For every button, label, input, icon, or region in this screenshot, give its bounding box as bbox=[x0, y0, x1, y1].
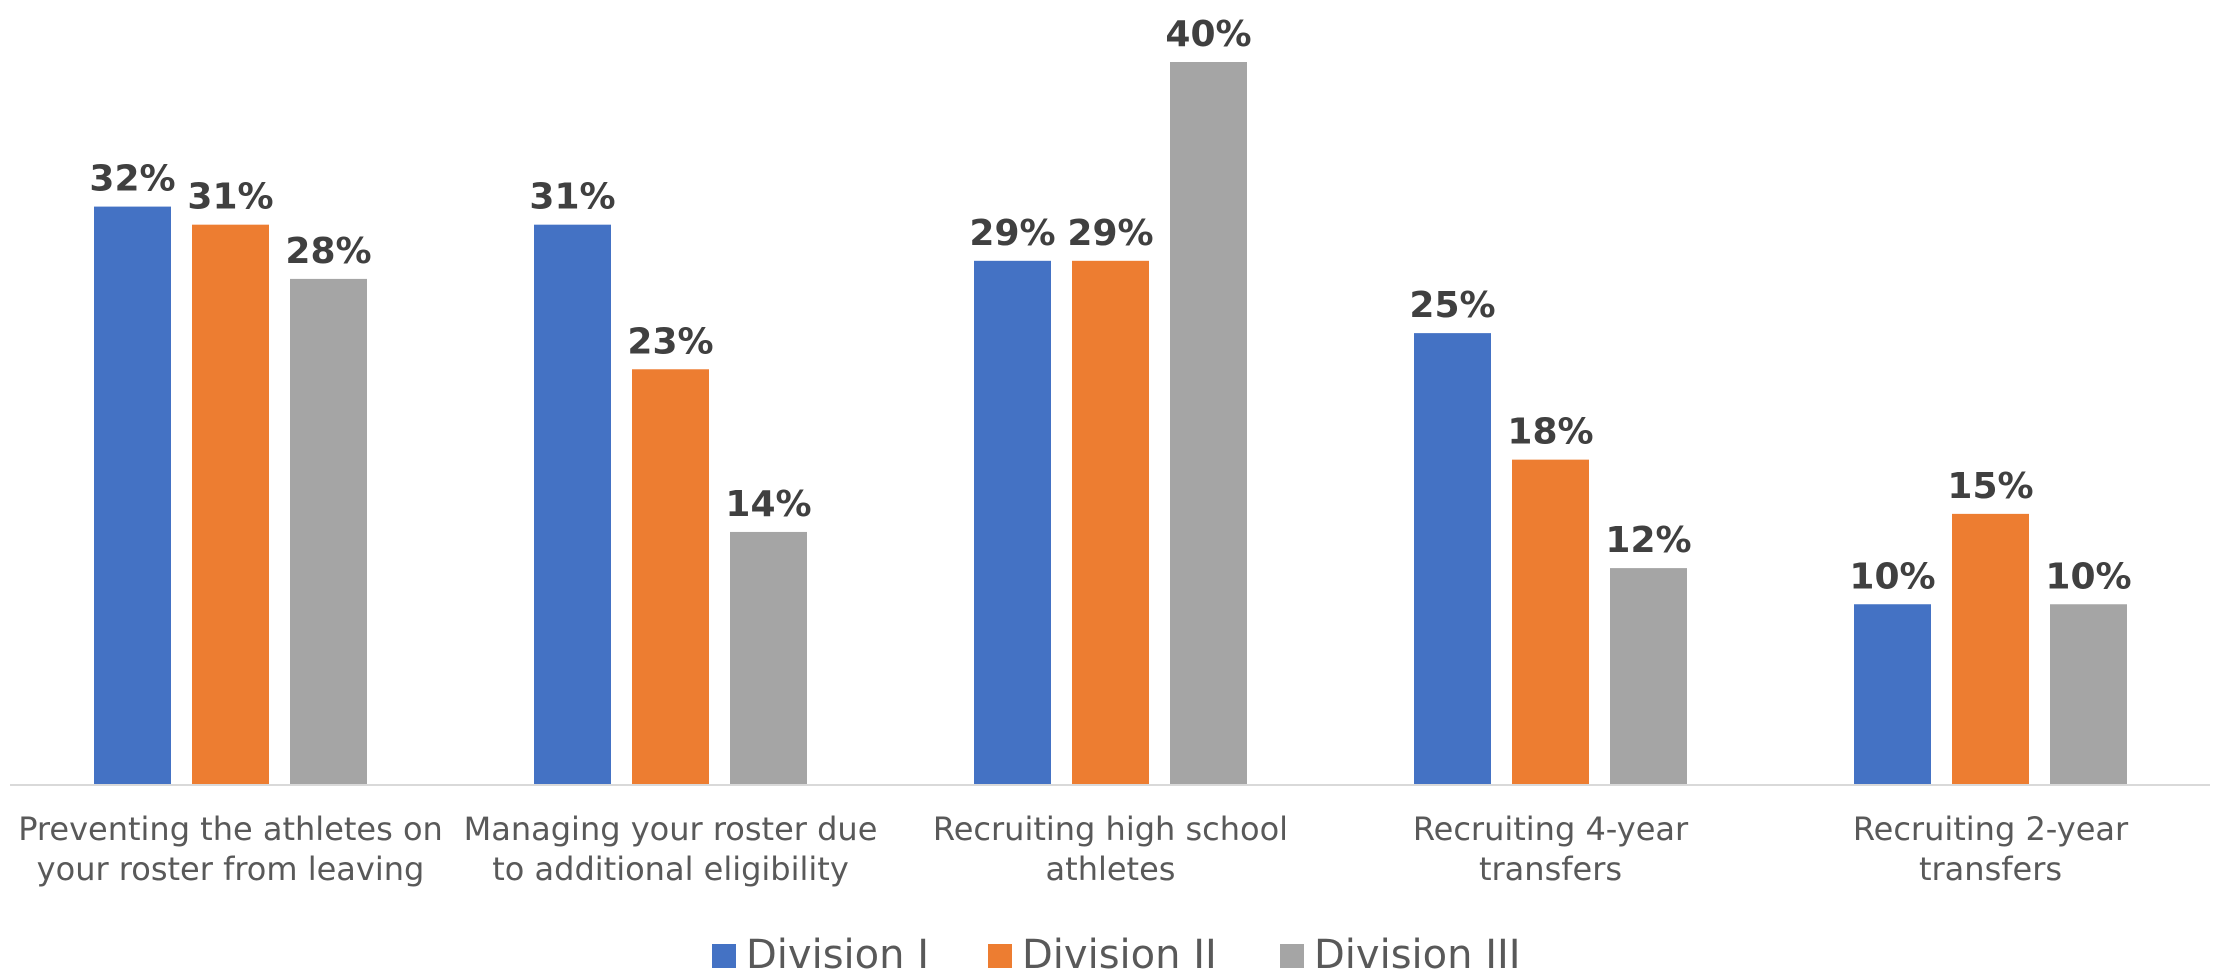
bar-2-division-i bbox=[534, 224, 611, 786]
bar-1-division-i bbox=[94, 206, 171, 786]
data-label: 29% bbox=[1067, 213, 1153, 254]
data-label: 23% bbox=[627, 321, 713, 362]
legend-label: Division III bbox=[1314, 932, 1521, 975]
bar-4-division-ii bbox=[1512, 459, 1589, 785]
data-label: 29% bbox=[969, 213, 1055, 254]
data-label: 10% bbox=[2045, 556, 2131, 597]
bar-2-division-ii bbox=[632, 369, 709, 785]
bar-5-division-ii bbox=[1952, 513, 2029, 785]
bar-3-division-ii bbox=[1072, 260, 1149, 785]
data-label: 14% bbox=[725, 484, 811, 525]
legend-label: Division II bbox=[1022, 932, 1217, 975]
bar-4-division-i bbox=[1414, 333, 1491, 785]
bar-2-division-iii bbox=[730, 531, 807, 785]
bars-group: 32% 31% 29% 25% 10% 31% 23% 29% 18% 15% 28% 14% 40% 1… bbox=[89, 14, 2132, 786]
category-label: Recruiting 2-year bbox=[1853, 810, 2129, 848]
data-label: 31% bbox=[529, 177, 615, 218]
category-label: Recruiting 4-year bbox=[1413, 810, 1689, 848]
category-label: transfers bbox=[1479, 850, 1622, 888]
data-label: 18% bbox=[1507, 412, 1593, 453]
category-label: your roster from leaving bbox=[37, 850, 425, 888]
data-label: 40% bbox=[1165, 14, 1251, 55]
bar-1-division-ii bbox=[192, 224, 269, 786]
legend-swatch-division-ii bbox=[988, 944, 1012, 968]
category-label: Managing your roster due bbox=[464, 810, 878, 848]
bar-3-division-i bbox=[974, 260, 1051, 785]
bar-4-division-iii bbox=[1610, 568, 1687, 785]
data-label: 32% bbox=[89, 159, 175, 200]
category-label: transfers bbox=[1919, 850, 2062, 888]
bar-5-division-iii bbox=[2050, 604, 2127, 785]
data-label: 25% bbox=[1409, 285, 1495, 326]
bar-5-division-i bbox=[1854, 604, 1931, 785]
legend-label: Division I bbox=[746, 932, 929, 975]
data-label: 28% bbox=[285, 231, 371, 272]
legend-swatch-division-iii bbox=[1280, 944, 1304, 968]
legend: Division I Division II Division III bbox=[712, 932, 1521, 975]
bar-3-division-iii bbox=[1170, 62, 1247, 785]
category-label: Recruiting high school bbox=[933, 810, 1288, 848]
data-label: 15% bbox=[1947, 466, 2033, 507]
category-label: to additional eligibility bbox=[492, 850, 849, 888]
bar-1-division-iii bbox=[290, 278, 367, 785]
data-label: 31% bbox=[187, 177, 273, 218]
category-label: athletes bbox=[1046, 850, 1176, 888]
legend-swatch-division-i bbox=[712, 944, 736, 968]
data-label: 10% bbox=[1849, 556, 1935, 597]
data-label: 12% bbox=[1605, 520, 1691, 561]
category-label: Preventing the athletes on bbox=[18, 810, 443, 848]
